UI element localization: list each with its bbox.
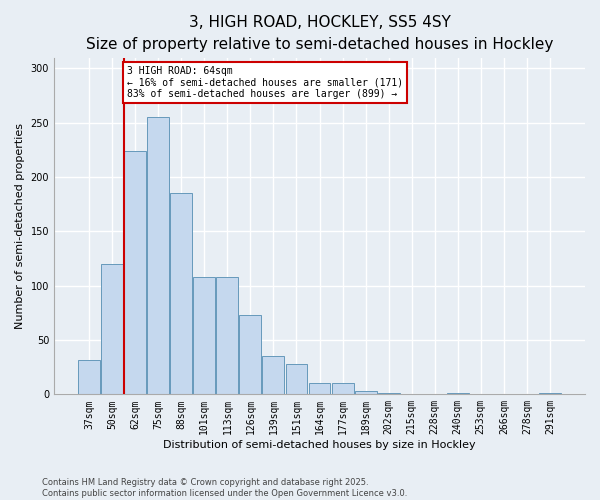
Bar — [101, 264, 123, 394]
Bar — [447, 393, 469, 394]
Bar — [239, 315, 262, 394]
Y-axis label: Number of semi-detached properties: Number of semi-detached properties — [15, 123, 25, 329]
Bar — [286, 364, 307, 394]
Text: 3 HIGH ROAD: 64sqm
← 16% of semi-detached houses are smaller (171)
83% of semi-d: 3 HIGH ROAD: 64sqm ← 16% of semi-detache… — [127, 66, 403, 100]
Bar — [262, 356, 284, 395]
Bar — [78, 360, 100, 394]
Bar — [332, 384, 353, 394]
Bar — [308, 384, 331, 394]
Bar — [217, 277, 238, 394]
Bar — [124, 151, 146, 394]
X-axis label: Distribution of semi-detached houses by size in Hockley: Distribution of semi-detached houses by … — [163, 440, 476, 450]
Bar — [377, 393, 400, 394]
Text: Contains HM Land Registry data © Crown copyright and database right 2025.
Contai: Contains HM Land Registry data © Crown c… — [42, 478, 407, 498]
Bar — [539, 393, 561, 394]
Bar — [193, 277, 215, 394]
Bar — [147, 118, 169, 394]
Bar — [355, 391, 377, 394]
Title: 3, HIGH ROAD, HOCKLEY, SS5 4SY
Size of property relative to semi-detached houses: 3, HIGH ROAD, HOCKLEY, SS5 4SY Size of p… — [86, 15, 553, 52]
Bar — [170, 194, 192, 394]
